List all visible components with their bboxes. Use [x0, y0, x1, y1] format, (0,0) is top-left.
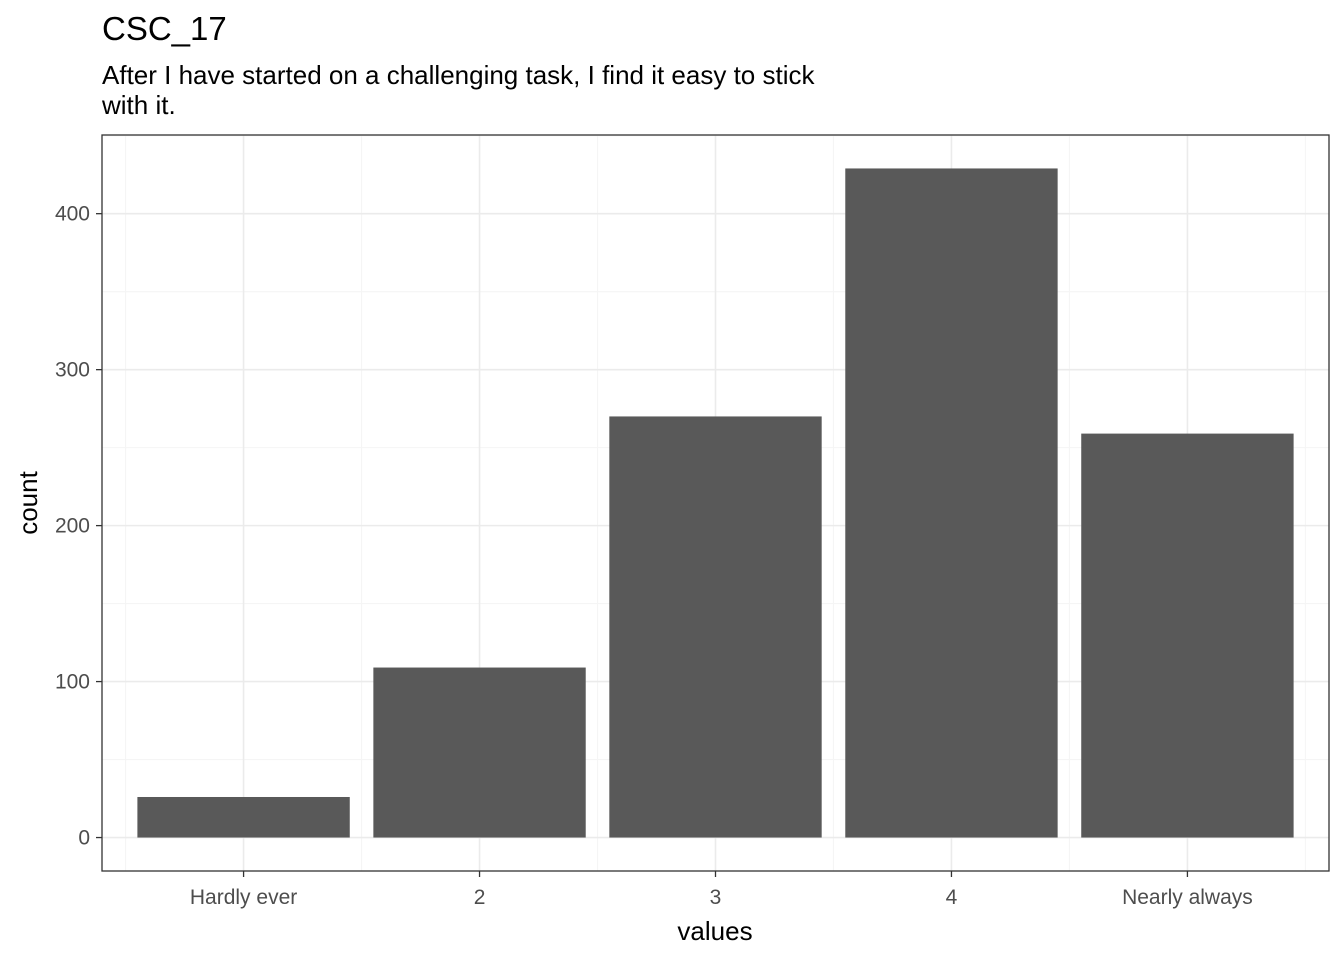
x-tick-label: 3 [710, 886, 722, 909]
bars [137, 168, 1294, 838]
x-tick-label: Hardly ever [190, 886, 297, 909]
x-tick-label: 4 [946, 886, 958, 909]
bar-4 [845, 168, 1058, 838]
bar-3 [609, 416, 822, 838]
y-tick-label: 200 [55, 515, 90, 538]
bar-nearly-always [1081, 433, 1294, 838]
y-tick-label: 400 [55, 203, 90, 226]
chart-title: CSC_17 [102, 10, 227, 47]
y-tick-label: 100 [55, 671, 90, 694]
axes: 0 100 200 300 400 Hardly ever 2 3 4 Nearly always [55, 203, 1253, 909]
chart-subtitle-line-1: After I have started on a challenging ta… [102, 60, 815, 90]
bar-2 [373, 667, 586, 838]
y-tick-label: 300 [55, 359, 90, 382]
x-tick-label: Nearly always [1122, 886, 1253, 909]
x-axis-title: values [677, 916, 752, 946]
y-axis-title: count [13, 470, 43, 534]
x-tick-label: 2 [474, 886, 486, 909]
y-tick-label: 0 [78, 827, 90, 850]
chart-subtitle-line-2: with it. [101, 90, 176, 120]
bar-hardly-ever [137, 796, 350, 838]
